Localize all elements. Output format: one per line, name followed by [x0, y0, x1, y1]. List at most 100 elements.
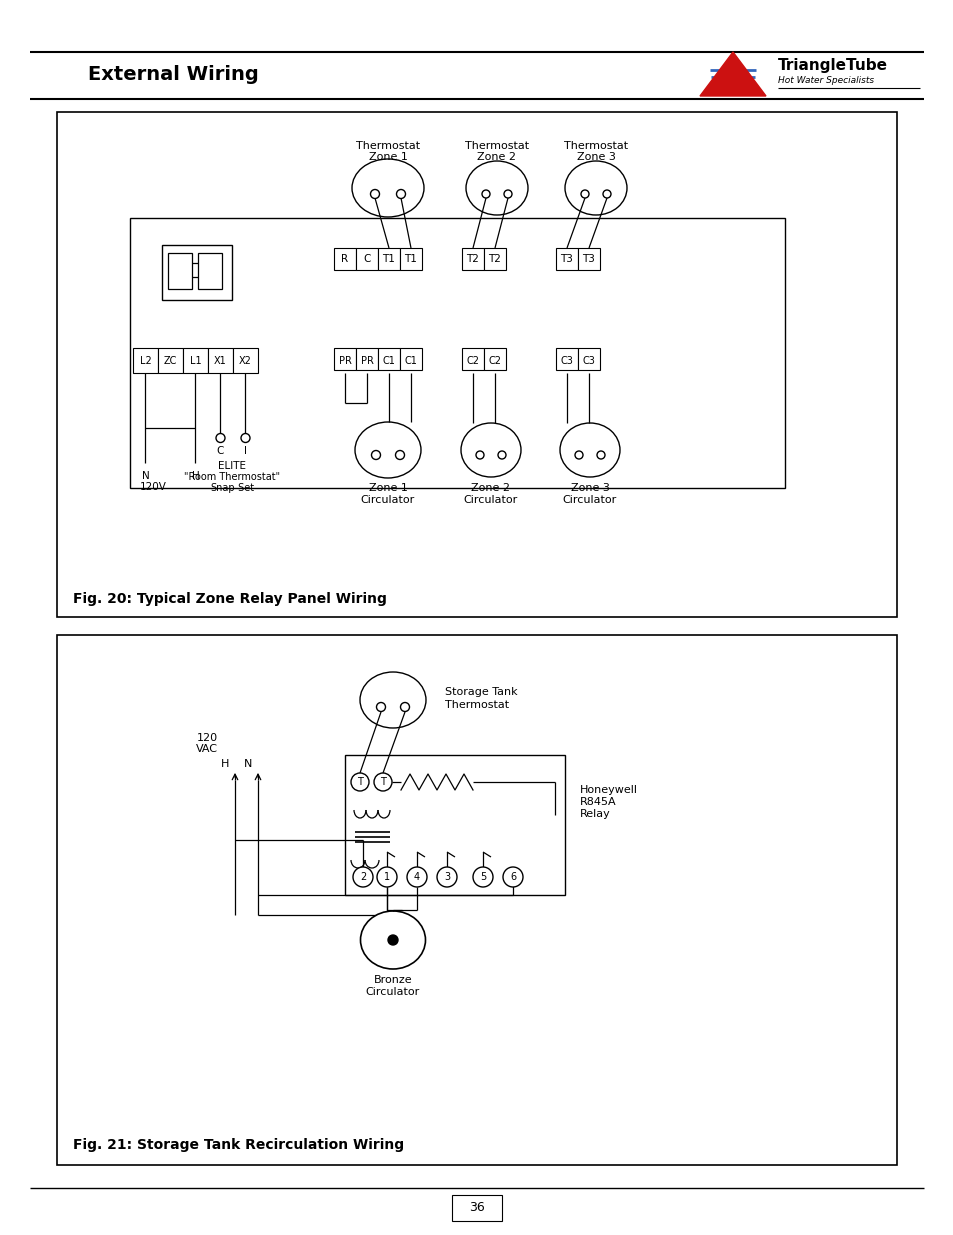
Text: Honeywell: Honeywell	[579, 785, 638, 795]
Text: C: C	[363, 254, 371, 264]
Text: Storage Tank: Storage Tank	[444, 687, 517, 697]
Text: Thermostat: Thermostat	[464, 141, 529, 151]
Bar	[556, 248, 578, 270]
Text: X2: X2	[239, 356, 252, 366]
Circle shape	[580, 190, 588, 198]
Text: Fig. 21: Storage Tank Recirculation Wiring: Fig. 21: Storage Tank Recirculation Wiri…	[73, 1137, 404, 1152]
Bar	[461, 248, 483, 270]
Text: T2: T2	[466, 254, 479, 264]
Text: Zone 2: Zone 2	[471, 483, 510, 493]
Text: X1: X1	[213, 356, 227, 366]
Text: 120V: 120V	[140, 482, 167, 492]
Circle shape	[241, 433, 250, 442]
Ellipse shape	[359, 672, 426, 727]
Text: R845A: R845A	[579, 797, 616, 806]
Circle shape	[602, 190, 610, 198]
Text: L2: L2	[139, 356, 152, 366]
Bar	[233, 348, 257, 373]
Text: L1: L1	[190, 356, 201, 366]
Bar	[355, 348, 377, 370]
Bar	[130, 219, 784, 488]
Ellipse shape	[355, 422, 420, 478]
Bar	[578, 248, 599, 270]
Text: H: H	[220, 760, 229, 769]
Ellipse shape	[352, 159, 423, 217]
Text: C3: C3	[560, 356, 573, 366]
Text: N: N	[244, 760, 252, 769]
Circle shape	[388, 935, 397, 945]
Circle shape	[503, 190, 512, 198]
Text: Thermostat: Thermostat	[355, 141, 419, 151]
Text: PR: PR	[360, 356, 373, 366]
Text: C2: C2	[488, 356, 501, 366]
Bar	[377, 348, 399, 370]
Text: PR: PR	[338, 356, 351, 366]
Text: C2: C2	[466, 356, 479, 366]
Bar	[334, 348, 355, 370]
Text: 4: 4	[414, 872, 419, 882]
Circle shape	[370, 189, 379, 199]
Text: T3: T3	[560, 254, 573, 264]
Text: Zone 2: Zone 2	[477, 152, 516, 162]
Ellipse shape	[460, 424, 520, 477]
Ellipse shape	[360, 911, 425, 969]
Text: 2: 2	[359, 872, 366, 882]
Text: T1: T1	[382, 254, 395, 264]
Text: External Wiring: External Wiring	[88, 64, 258, 84]
Circle shape	[376, 867, 396, 887]
Circle shape	[575, 451, 582, 459]
Circle shape	[407, 867, 427, 887]
Text: I: I	[244, 446, 247, 456]
Bar	[461, 348, 483, 370]
Bar	[483, 248, 505, 270]
Circle shape	[436, 867, 456, 887]
Text: T: T	[379, 777, 386, 787]
Text: 36: 36	[469, 1202, 484, 1214]
Bar	[208, 348, 233, 373]
Bar	[483, 348, 505, 370]
Circle shape	[481, 190, 490, 198]
Bar	[57, 635, 896, 1165]
Circle shape	[353, 867, 373, 887]
Circle shape	[400, 703, 409, 711]
Bar	[345, 755, 564, 895]
Text: Thermostat: Thermostat	[444, 700, 509, 710]
Bar	[198, 253, 222, 289]
Text: T1: T1	[404, 254, 417, 264]
Bar	[399, 248, 421, 270]
Text: "Room Thermostat": "Room Thermostat"	[184, 472, 280, 482]
Text: T3: T3	[582, 254, 595, 264]
Text: H: H	[192, 471, 199, 480]
Circle shape	[476, 451, 483, 459]
Bar	[556, 348, 578, 370]
Circle shape	[473, 867, 493, 887]
Bar	[57, 112, 896, 618]
Text: N: N	[141, 471, 150, 480]
Text: R: R	[341, 254, 348, 264]
Text: 1: 1	[383, 872, 390, 882]
Text: Circulator: Circulator	[360, 495, 415, 505]
Bar	[132, 348, 158, 373]
Circle shape	[497, 451, 505, 459]
Circle shape	[374, 773, 392, 790]
Circle shape	[395, 451, 404, 459]
Bar	[158, 348, 183, 373]
Circle shape	[376, 703, 385, 711]
Circle shape	[351, 773, 369, 790]
Ellipse shape	[559, 424, 619, 477]
Bar	[168, 253, 192, 289]
Text: Thermostat: Thermostat	[563, 141, 627, 151]
Polygon shape	[700, 52, 765, 96]
Text: Zone 3: Zone 3	[576, 152, 615, 162]
Text: Circulator: Circulator	[562, 495, 617, 505]
Text: 6: 6	[510, 872, 516, 882]
Text: T: T	[356, 777, 362, 787]
Text: ELITE: ELITE	[218, 461, 246, 471]
Bar	[355, 248, 377, 270]
Text: Relay: Relay	[579, 809, 610, 819]
Text: Fig. 20: Typical Zone Relay Panel Wiring: Fig. 20: Typical Zone Relay Panel Wiring	[73, 592, 387, 606]
Bar	[578, 348, 599, 370]
Text: C1: C1	[404, 356, 417, 366]
Ellipse shape	[465, 161, 527, 215]
Bar	[162, 245, 232, 300]
